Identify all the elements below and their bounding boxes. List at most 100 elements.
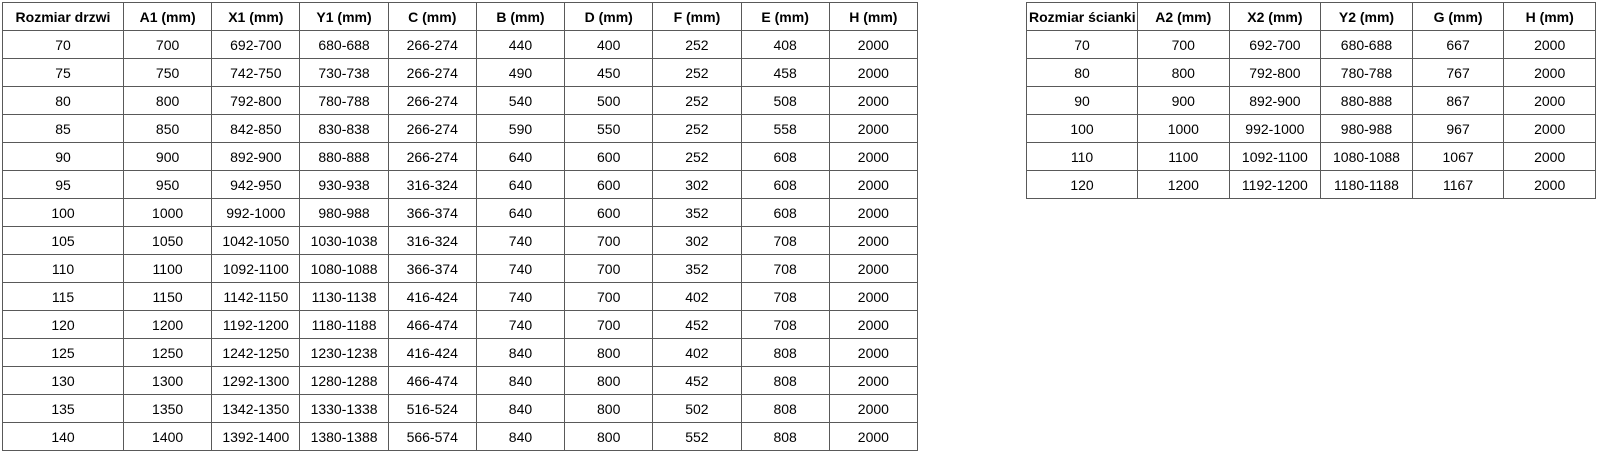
table-cell: 708 xyxy=(740,282,830,311)
table-cell: 1142-1150 xyxy=(211,282,301,311)
table-cell: 2000 xyxy=(828,86,919,115)
column-header: Rozmiar ścianki xyxy=(1026,2,1138,31)
table-cell: 252 xyxy=(652,86,742,115)
table-cell: 1342-1350 xyxy=(211,394,301,423)
column-header: Y2 (mm) xyxy=(1320,2,1413,31)
table-cell: 416-424 xyxy=(387,282,477,311)
table-row: 135 1350 1342-1350 1330-1338 516-524 840 800 50… xyxy=(2,394,919,423)
column-header: X1 (mm) xyxy=(211,2,301,31)
table-cell: 700 xyxy=(564,282,654,311)
table-cell: 800 xyxy=(564,338,654,367)
table-cell: 808 xyxy=(740,338,830,367)
table-cell: 2000 xyxy=(1503,86,1596,115)
table-cell: 490 xyxy=(475,58,566,87)
column-header: C (mm) xyxy=(387,2,477,31)
table-cell: 740 xyxy=(475,254,566,283)
table-cell: 800 xyxy=(1137,58,1230,87)
table-cell: 740 xyxy=(475,282,566,311)
table-cell: 692-700 xyxy=(211,30,301,59)
door-dimensions-table: Rozmiar drzwi A1 (mm) X1 (mm) Y1 (mm) C (mm)… xyxy=(2,2,919,451)
table-cell: 466-474 xyxy=(387,310,477,339)
table-cell: 130 xyxy=(2,366,124,395)
table-cell: 2000 xyxy=(828,366,919,395)
column-header: D (mm) xyxy=(564,2,654,31)
column-header: H (mm) xyxy=(1503,2,1596,31)
table-cell: 302 xyxy=(652,170,742,199)
column-header: A2 (mm) xyxy=(1137,2,1230,31)
table-cell: 840 xyxy=(475,338,566,367)
table-cell: 2000 xyxy=(828,338,919,367)
table-row: 90 900 892-900 880-888 266-274 640 600 252 608 20… xyxy=(2,142,919,171)
table-cell: 266-274 xyxy=(387,114,477,143)
table-cell: 1000 xyxy=(122,198,213,227)
table-cell: 100 xyxy=(2,198,124,227)
table-cell: 266-274 xyxy=(387,30,477,59)
table-cell: 500 xyxy=(564,86,654,115)
table-row: 120 1200 1192-1200 1180-1188 1167 2000 xyxy=(1026,170,1596,199)
table-row: 110 1100 1092-1100 1080-1088 366-374 740 700 35… xyxy=(2,254,919,283)
table-cell: 640 xyxy=(475,142,566,171)
table-cell: 608 xyxy=(740,142,830,171)
table-cell: 252 xyxy=(652,58,742,87)
table-cell: 1200 xyxy=(1137,170,1230,199)
table-cell: 452 xyxy=(652,310,742,339)
table-cell: 120 xyxy=(1026,170,1138,199)
table-cell: 700 xyxy=(122,30,213,59)
table-cell: 100 xyxy=(1026,114,1138,143)
table-cell: 840 xyxy=(475,422,566,451)
table-cell: 740 xyxy=(475,226,566,255)
table-cell: 135 xyxy=(2,394,124,423)
table-cell: 252 xyxy=(652,114,742,143)
table-row: 130 1300 1292-1300 1280-1288 466-474 840 800 45… xyxy=(2,366,919,395)
table-cell: 90 xyxy=(2,142,124,171)
table-cell: 880-888 xyxy=(1320,86,1413,115)
table-cell: 2000 xyxy=(828,394,919,423)
table-cell: 400 xyxy=(564,30,654,59)
table-row: 120 1200 1192-1200 1180-1188 466-474 740 700 45… xyxy=(2,310,919,339)
table-cell: 608 xyxy=(740,198,830,227)
table-cell: 800 xyxy=(564,394,654,423)
table-cell: 110 xyxy=(2,254,124,283)
table-cell: 1050 xyxy=(122,226,213,255)
table-cell: 1180-1188 xyxy=(299,310,389,339)
table-cell: 992-1000 xyxy=(1228,114,1322,143)
column-header: Rozmiar drzwi xyxy=(2,2,124,31)
table-cell: 930-938 xyxy=(299,170,389,199)
table-cell: 502 xyxy=(652,394,742,423)
table-cell: 1067 xyxy=(1411,142,1505,171)
table-cell: 2000 xyxy=(828,198,919,227)
table-cell: 1042-1050 xyxy=(211,226,301,255)
column-header: X2 (mm) xyxy=(1228,2,1322,31)
table-cell: 900 xyxy=(122,142,213,171)
table-cell: 2000 xyxy=(1503,58,1596,87)
table-cell: 880-888 xyxy=(299,142,389,171)
table-cell: 808 xyxy=(740,422,830,451)
table-cell: 2000 xyxy=(1503,30,1596,59)
table-cell: 1242-1250 xyxy=(211,338,301,367)
table-cell: 550 xyxy=(564,114,654,143)
table-cell: 80 xyxy=(1026,58,1138,87)
column-header: B (mm) xyxy=(475,2,566,31)
table-cell: 252 xyxy=(652,30,742,59)
table-cell: 90 xyxy=(1026,86,1138,115)
table-cell: 900 xyxy=(1137,86,1230,115)
table-cell: 266-274 xyxy=(387,58,477,87)
table-cell: 1280-1288 xyxy=(299,366,389,395)
table-row: 110 1100 1092-1100 1080-1088 1067 2000 xyxy=(1026,142,1596,171)
table-cell: 680-688 xyxy=(1320,30,1413,59)
table-cell: 867 xyxy=(1411,86,1505,115)
table-cell: 680-688 xyxy=(299,30,389,59)
table-cell: 266-274 xyxy=(387,86,477,115)
table-cell: 115 xyxy=(2,282,124,311)
table-cell: 1000 xyxy=(1137,114,1230,143)
table-cell: 590 xyxy=(475,114,566,143)
table-cell: 980-988 xyxy=(1320,114,1413,143)
table-cell: 402 xyxy=(652,282,742,311)
table-cell: 840 xyxy=(475,394,566,423)
column-header: E (mm) xyxy=(740,2,830,31)
table-cell: 980-988 xyxy=(299,198,389,227)
table-cell: 1092-1100 xyxy=(1228,142,1322,171)
table-cell: 2000 xyxy=(828,254,919,283)
table-cell: 608 xyxy=(740,170,830,199)
